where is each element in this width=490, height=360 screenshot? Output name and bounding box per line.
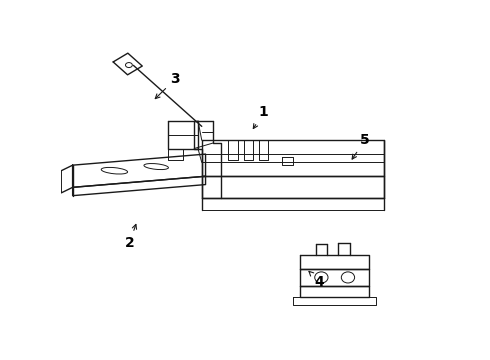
Text: 2: 2 (125, 224, 137, 250)
Text: 3: 3 (155, 72, 180, 99)
Text: 5: 5 (352, 133, 370, 159)
Text: 1: 1 (253, 105, 269, 129)
Text: 4: 4 (309, 271, 324, 289)
